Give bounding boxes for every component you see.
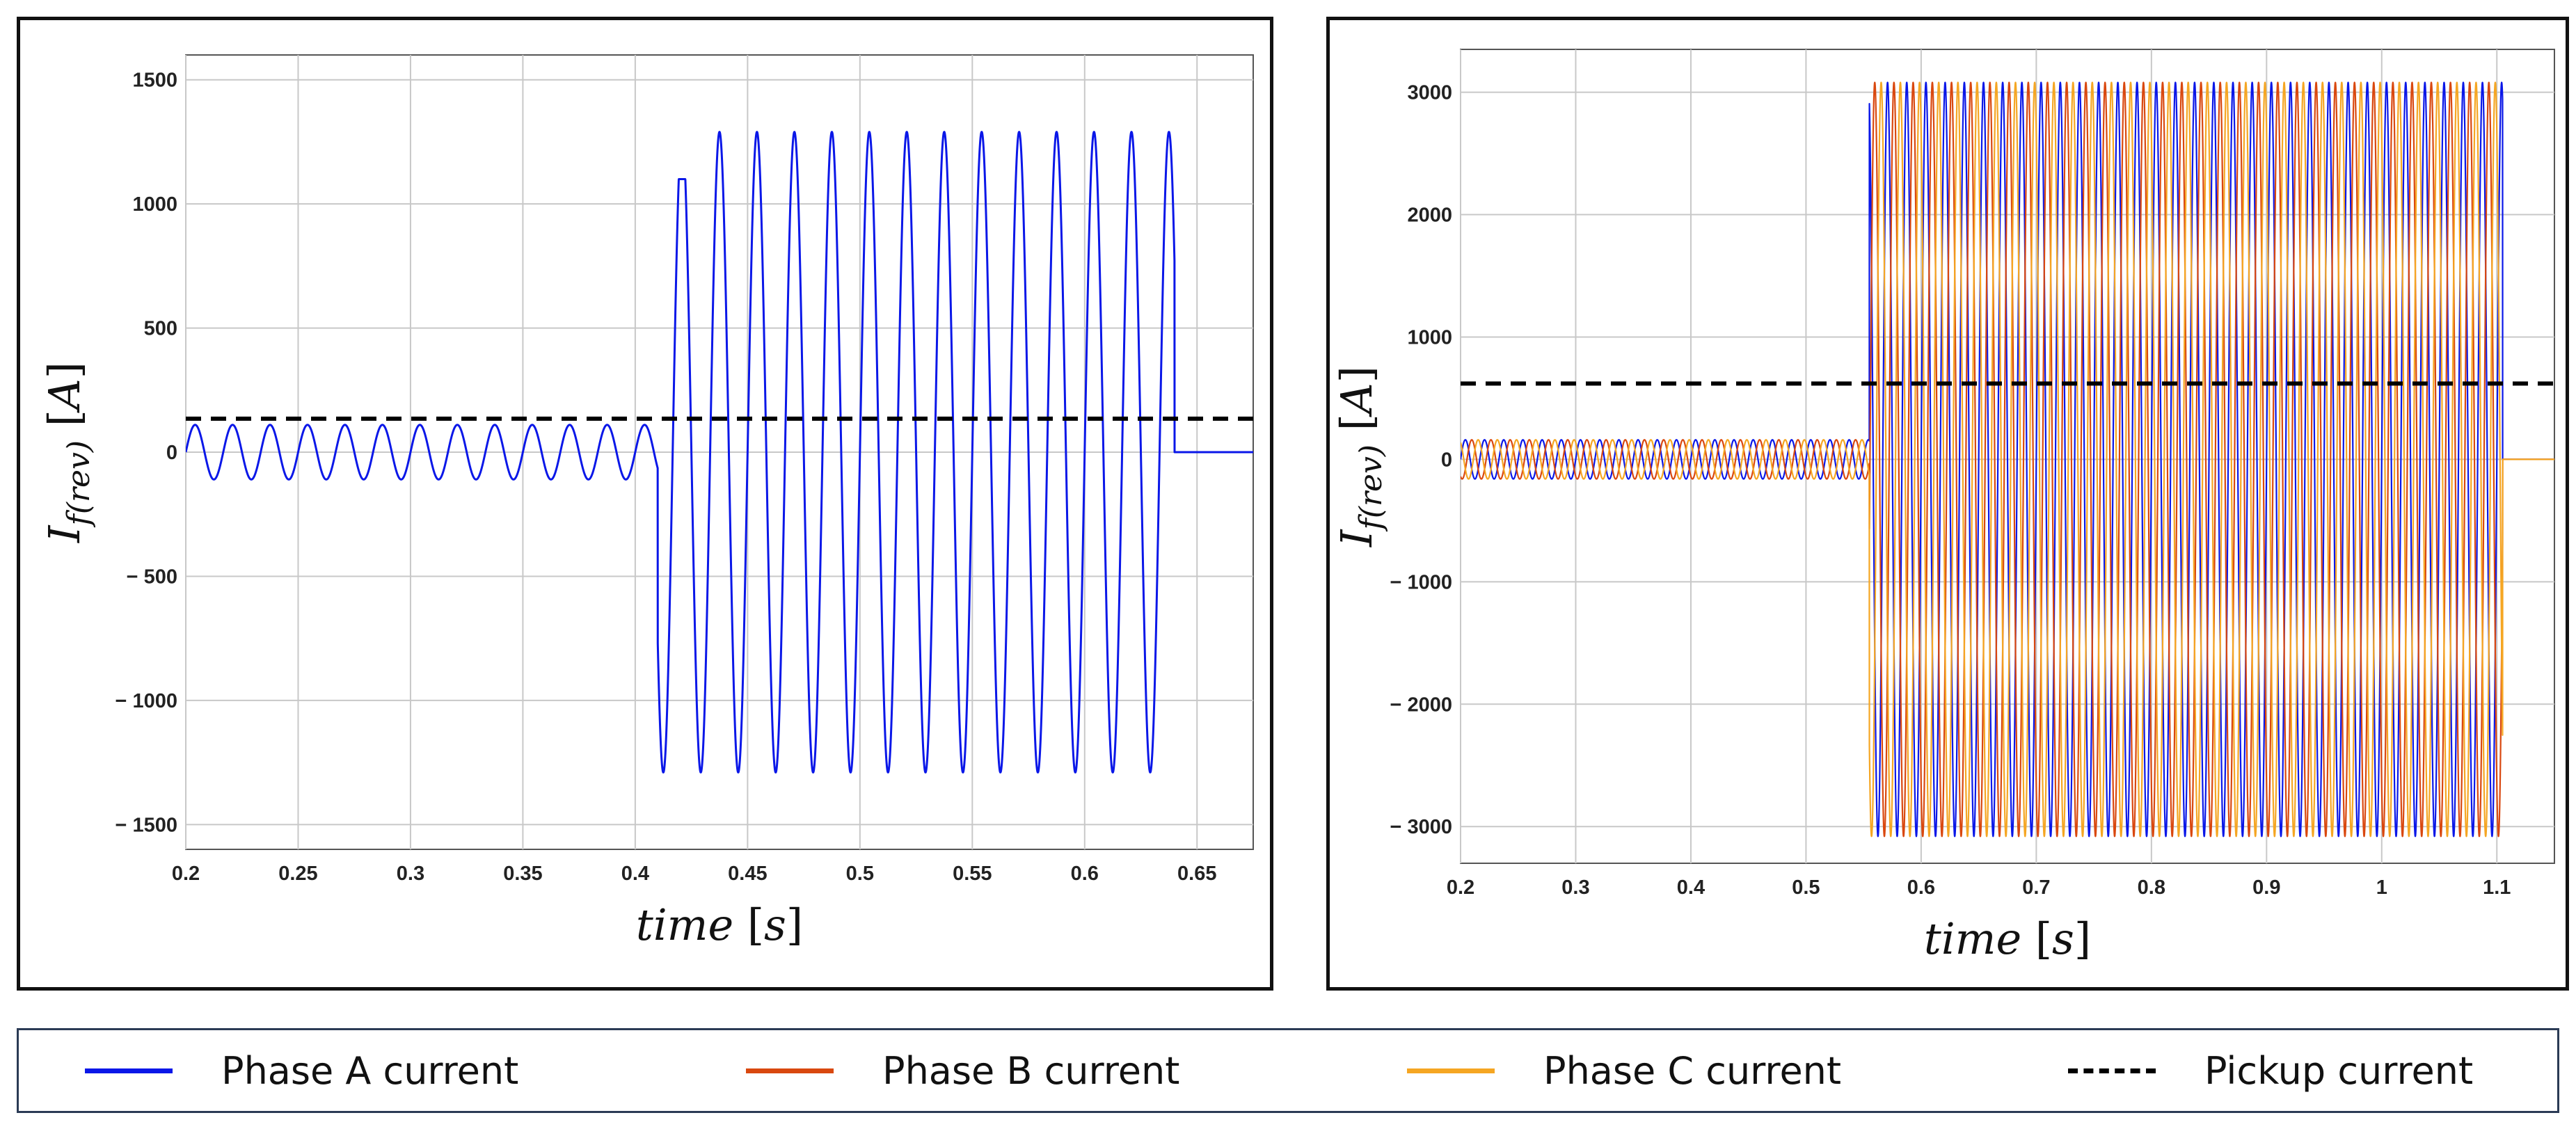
y-tick-label: − 2000 <box>1390 694 1452 716</box>
x-tick-label: 0.45 <box>728 863 767 885</box>
y-tick-label: − 500 <box>127 566 177 588</box>
y-tick-label: 0 <box>166 442 177 464</box>
legend-item-pickup: Pickup current <box>2068 1030 2473 1111</box>
y-axis-label: If(rev) [A] <box>39 362 97 543</box>
legend-item-phase-b: Phase B current <box>746 1030 1179 1111</box>
y-tick-label: − 3000 <box>1390 816 1452 838</box>
x-tick-label: 0.3 <box>397 863 424 885</box>
series-phase-c-current <box>1461 81 2554 838</box>
x-tick-label: 1 <box>2376 876 2387 899</box>
x-axis-label: time [s] <box>1924 913 2091 964</box>
series-phase-b-current <box>1461 81 2554 838</box>
chart-panel-right: 0.2 0.3 0.4 0.5 0.6 0.7 0.8 0.9 1 1.1 − 3000 − 2000… <box>1326 17 2569 991</box>
legend-label-phase-a: Phase A current <box>221 1048 519 1093</box>
x-tick-label: 0.4 <box>621 863 649 885</box>
x-tick-label: 0.8 <box>2138 876 2165 899</box>
y-tick-label: 1000 <box>1407 326 1452 349</box>
y-tick-label: − 1000 <box>115 690 177 712</box>
y-tick-label: 0 <box>1441 449 1452 471</box>
x-tick-label: 0.6 <box>1071 863 1099 885</box>
y-tick-label: − 1000 <box>1390 571 1452 593</box>
series-phase-a-current <box>186 131 1253 774</box>
legend-swatch-phase-b <box>746 1068 834 1073</box>
x-tick-label: 0.7 <box>2022 876 2050 899</box>
y-tick-label: 1500 <box>132 70 177 92</box>
x-tick-label: 0.35 <box>503 863 542 885</box>
x-tick-label: 0.5 <box>1792 876 1820 899</box>
x-tick-label: 0.2 <box>172 863 200 885</box>
legend-label-phase-b: Phase B current <box>882 1048 1180 1093</box>
x-tick-label: 0.3 <box>1561 876 1589 899</box>
chart-panel-left: 0.2 0.25 0.3 0.35 0.4 0.45 0.5 0.55 0.6 0.65 − 150… <box>17 17 1273 991</box>
legend-item-phase-a: Phase A current <box>85 1030 518 1111</box>
legend-swatch-phase-c <box>1407 1068 1495 1073</box>
y-tick-label: 1000 <box>132 193 177 216</box>
chart-left: 0.2 0.25 0.3 0.35 0.4 0.45 0.5 0.55 0.6 0.65 − 150… <box>39 54 1254 950</box>
series-phase-a-current <box>1461 81 2554 838</box>
y-tick-label: 3000 <box>1407 82 1452 104</box>
x-tick-label: 0.6 <box>1907 876 1935 899</box>
legend-item-phase-c: Phase C current <box>1407 1030 1841 1111</box>
x-tick-label: 1.1 <box>2483 876 2511 899</box>
x-tick-label: 0.65 <box>1177 863 1216 885</box>
legend-swatch-pickup <box>2068 1068 2156 1073</box>
x-tick-label: 0.9 <box>2252 876 2280 899</box>
legend: Phase A current Phase B current Phase C … <box>17 1028 2559 1113</box>
y-axis-label: If(rev) [A] <box>1331 366 1389 547</box>
y-tick-label: 2000 <box>1407 205 1452 227</box>
x-tick-label: 0.5 <box>846 863 874 885</box>
legend-swatch-phase-a <box>85 1068 173 1073</box>
legend-label-phase-c: Phase C current <box>1543 1048 1842 1093</box>
x-axis-label: time [s] <box>636 899 803 950</box>
y-tick-label: 500 <box>144 318 177 340</box>
x-tick-label: 0.55 <box>953 863 992 885</box>
chart-right: 0.2 0.3 0.4 0.5 0.6 0.7 0.8 0.9 1 1.1 − 3000 − 2000… <box>1331 49 2555 964</box>
x-tick-label: 0.2 <box>1447 876 1474 899</box>
y-tick-label: − 1500 <box>115 814 177 836</box>
x-tick-label: 0.4 <box>1677 876 1705 899</box>
x-tick-label: 0.25 <box>278 863 317 885</box>
legend-label-pickup: Pickup current <box>2204 1048 2474 1093</box>
